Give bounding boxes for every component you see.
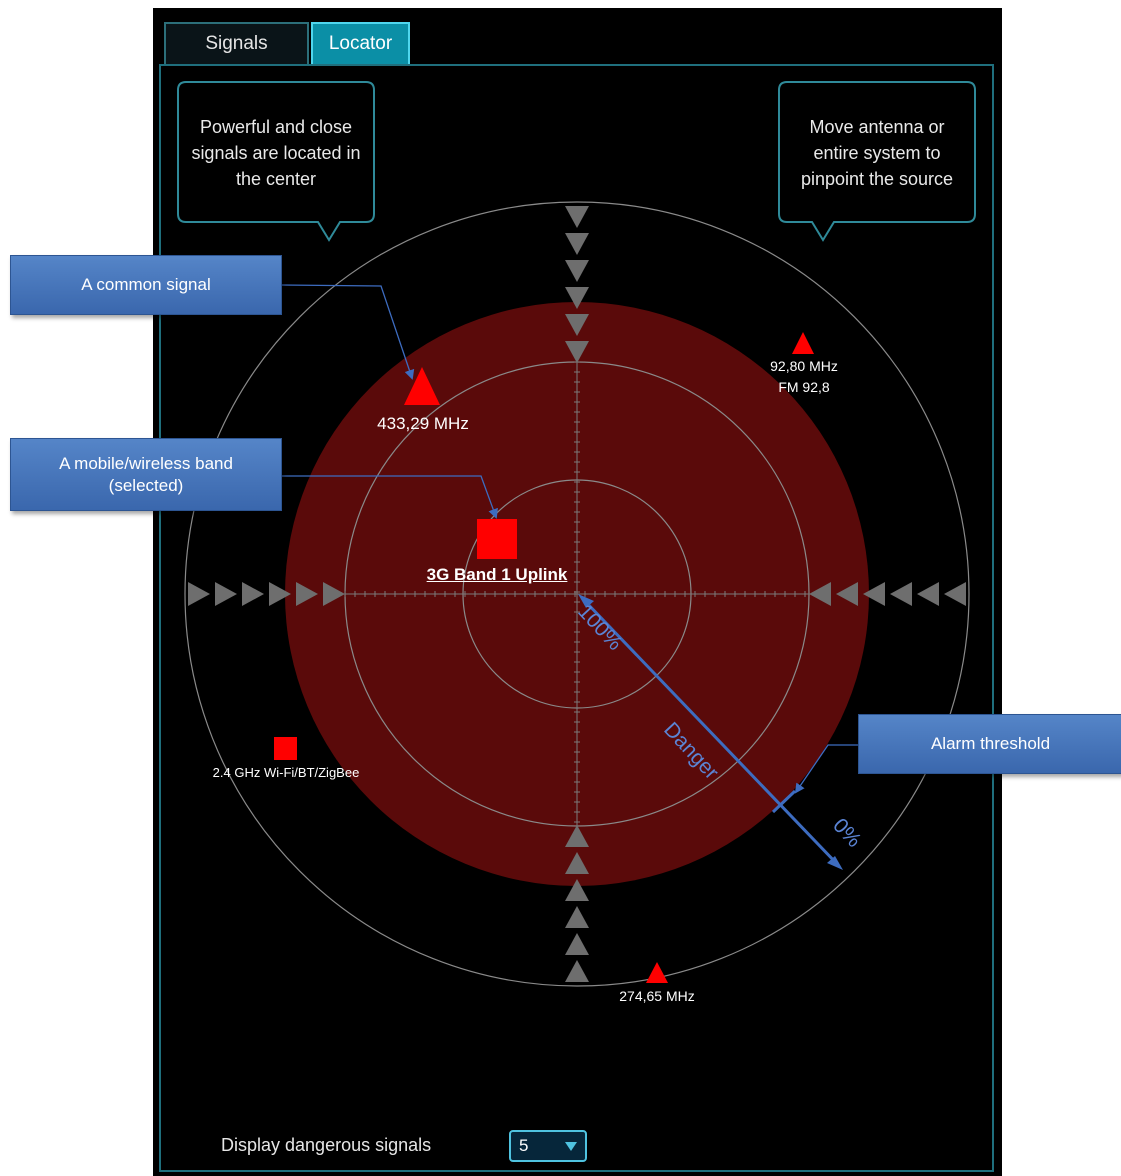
arrow-common-signal	[280, 284, 415, 380]
arrow-alarm-threshold	[794, 744, 858, 794]
chevron-up-icon	[565, 825, 589, 847]
direction-chevrons	[188, 206, 966, 982]
chevron-down-icon	[565, 1141, 577, 1151]
tooltip-bubble-left	[177, 81, 375, 242]
callout-common-signal-text: A common signal	[81, 275, 211, 294]
signal-label-433: 433,29 MHz	[377, 414, 469, 433]
signal-sublabel-fm: FM 92,8	[778, 379, 830, 395]
chevron-up-icon	[565, 906, 589, 928]
tooltip-right-text: Move antenna or entire system to pinpoin…	[800, 117, 954, 189]
chevron-down-icon	[565, 341, 589, 363]
chevron-right-icon	[296, 582, 318, 606]
chevron-up-icon	[565, 933, 589, 955]
chevron-down-icon	[565, 233, 589, 255]
signal-label-wifi: 2.4 GHz Wi-Fi/BT/ZigBee	[212, 765, 360, 780]
chevron-right-icon	[242, 582, 264, 606]
signal-marker-3g-band1[interactable]	[477, 519, 517, 559]
crosshair	[344, 361, 809, 826]
chevron-down-icon	[565, 260, 589, 282]
danger-scale-arrowhead-end	[827, 856, 843, 870]
signal-marker-433[interactable]	[404, 367, 440, 405]
chevron-right-icon	[188, 582, 210, 606]
signal-marker-92-80[interactable]	[792, 332, 814, 354]
tab-locator[interactable]: Locator	[311, 22, 410, 64]
chevron-down-icon	[565, 287, 589, 309]
display-dangerous-label: Display dangerous signals	[221, 1135, 432, 1155]
chevron-right-icon	[323, 582, 345, 606]
chevron-left-icon	[836, 582, 858, 606]
arrow-mobile-band	[281, 475, 498, 519]
danger-scale-arrowhead-start	[578, 594, 594, 608]
chevron-left-icon	[944, 582, 966, 606]
signal-label-274: 274,65 MHz	[619, 988, 695, 1004]
chevron-right-icon	[215, 582, 237, 606]
callout-mobile-band: A mobile/wireless band (selected)	[10, 438, 282, 511]
chevron-left-icon	[863, 582, 885, 606]
danger-scale-arrow	[580, 596, 841, 868]
chevron-up-icon	[565, 960, 589, 982]
chevron-down-icon	[565, 206, 589, 228]
dangerous-count-value: 5	[519, 1136, 529, 1155]
callout-mobile-band-text: A mobile/wireless band (selected)	[59, 453, 233, 495]
locator-panel	[159, 64, 994, 1172]
signal-label-3g-band1[interactable]: 3G Band 1 Uplink	[426, 565, 568, 584]
signal-marker-wifi[interactable]	[274, 737, 297, 760]
callout-alarm-threshold-text: Alarm threshold	[930, 734, 1051, 753]
tooltip-bubble-right	[778, 81, 976, 242]
chevron-down-icon	[565, 314, 589, 336]
range-ring-outer	[184, 201, 970, 987]
alarm-threshold-tick	[771, 789, 797, 814]
tab-signals[interactable]: Signals	[164, 22, 309, 64]
callout-common-signal: A common signal	[10, 255, 282, 315]
chevron-left-icon	[809, 582, 831, 606]
chevron-right-icon	[269, 582, 291, 606]
dangerous-count-select[interactable]: 5	[509, 1130, 587, 1162]
chevron-up-icon	[565, 852, 589, 874]
callout-alarm-threshold: Alarm threshold	[858, 714, 1121, 774]
signal-marker-274[interactable]	[646, 962, 668, 983]
signal-label-92-80: 92,80 MHz	[770, 358, 838, 374]
chevron-left-icon	[917, 582, 939, 606]
chevron-up-icon	[565, 879, 589, 901]
chevron-left-icon	[890, 582, 912, 606]
tooltip-left-text: Powerful and close signals are located i…	[191, 117, 361, 189]
